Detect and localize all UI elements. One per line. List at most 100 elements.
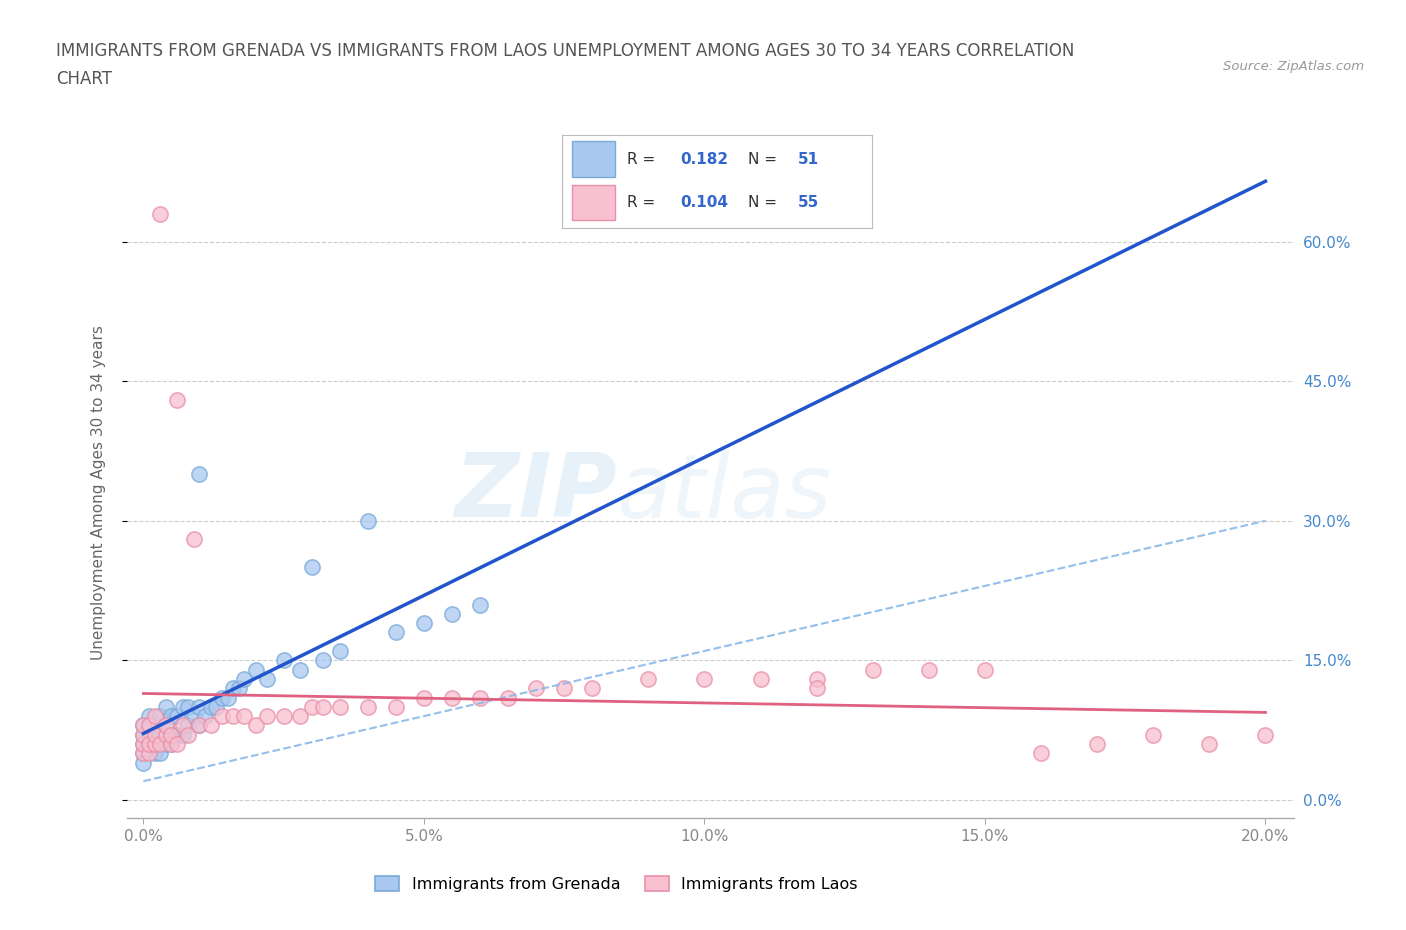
Point bbox=[160, 709, 183, 724]
Point bbox=[132, 746, 155, 761]
Point bbox=[155, 737, 177, 751]
Point bbox=[496, 690, 519, 705]
Point bbox=[217, 690, 239, 705]
Point bbox=[138, 746, 160, 761]
Point bbox=[412, 616, 434, 631]
Point bbox=[245, 662, 267, 677]
Point bbox=[693, 671, 716, 686]
Point bbox=[149, 709, 172, 724]
Point bbox=[329, 644, 352, 658]
Point bbox=[974, 662, 997, 677]
Point bbox=[138, 718, 160, 733]
Point bbox=[468, 597, 491, 612]
Point bbox=[132, 737, 155, 751]
Point bbox=[183, 532, 205, 547]
Point bbox=[149, 737, 172, 751]
Point bbox=[273, 653, 295, 668]
Point bbox=[177, 727, 200, 742]
Point bbox=[160, 727, 183, 742]
Point bbox=[329, 699, 352, 714]
Point bbox=[138, 737, 160, 751]
Point bbox=[1198, 737, 1220, 751]
Point bbox=[160, 727, 183, 742]
Y-axis label: Unemployment Among Ages 30 to 34 years: Unemployment Among Ages 30 to 34 years bbox=[91, 326, 105, 660]
Point bbox=[177, 699, 200, 714]
Point bbox=[245, 718, 267, 733]
Point bbox=[166, 737, 188, 751]
Point bbox=[357, 513, 380, 528]
Point bbox=[143, 746, 166, 761]
Point bbox=[132, 718, 155, 733]
Point bbox=[155, 718, 177, 733]
Point bbox=[155, 718, 177, 733]
Point bbox=[256, 671, 278, 686]
Point bbox=[581, 681, 603, 696]
Point bbox=[143, 737, 166, 751]
Point bbox=[200, 699, 222, 714]
Point bbox=[290, 662, 312, 677]
Text: 55: 55 bbox=[797, 195, 818, 210]
Text: Source: ZipAtlas.com: Source: ZipAtlas.com bbox=[1223, 60, 1364, 73]
Point bbox=[806, 681, 828, 696]
Point bbox=[138, 709, 160, 724]
Point bbox=[312, 699, 335, 714]
Text: atlas: atlas bbox=[617, 450, 831, 536]
Point bbox=[256, 709, 278, 724]
Point bbox=[440, 690, 463, 705]
Point bbox=[918, 662, 941, 677]
Point bbox=[749, 671, 772, 686]
Bar bbox=[572, 141, 614, 177]
Point bbox=[440, 606, 463, 621]
Point bbox=[166, 709, 188, 724]
Point bbox=[188, 718, 211, 733]
Point bbox=[149, 746, 172, 761]
Point bbox=[155, 699, 177, 714]
Point bbox=[524, 681, 547, 696]
Point bbox=[172, 727, 194, 742]
Point bbox=[357, 699, 380, 714]
Point bbox=[188, 467, 211, 482]
Point bbox=[553, 681, 575, 696]
Point bbox=[637, 671, 659, 686]
Point bbox=[290, 709, 312, 724]
Point bbox=[211, 709, 233, 724]
Point bbox=[222, 709, 245, 724]
Point bbox=[222, 681, 245, 696]
Point bbox=[138, 737, 160, 751]
Text: N =: N = bbox=[748, 152, 778, 166]
Point bbox=[385, 625, 408, 640]
Point bbox=[132, 718, 155, 733]
Point bbox=[143, 718, 166, 733]
Text: R =: R = bbox=[627, 195, 655, 210]
Text: IMMIGRANTS FROM GRENADA VS IMMIGRANTS FROM LAOS UNEMPLOYMENT AMONG AGES 30 TO 34: IMMIGRANTS FROM GRENADA VS IMMIGRANTS FR… bbox=[56, 42, 1074, 60]
Point bbox=[862, 662, 884, 677]
Point bbox=[211, 690, 233, 705]
Text: R =: R = bbox=[627, 152, 655, 166]
Text: 0.182: 0.182 bbox=[681, 152, 728, 166]
Point bbox=[149, 206, 172, 221]
Point bbox=[155, 727, 177, 742]
Point bbox=[468, 690, 491, 705]
Point bbox=[172, 699, 194, 714]
Point bbox=[1254, 727, 1277, 742]
Point bbox=[166, 392, 188, 407]
Point bbox=[806, 671, 828, 686]
Point bbox=[160, 737, 183, 751]
Point bbox=[1142, 727, 1164, 742]
Point bbox=[149, 727, 172, 742]
Point bbox=[312, 653, 335, 668]
Point bbox=[172, 718, 194, 733]
Point bbox=[205, 699, 228, 714]
Point bbox=[412, 690, 434, 705]
Point bbox=[132, 737, 155, 751]
Point bbox=[228, 681, 250, 696]
Point bbox=[188, 699, 211, 714]
Point bbox=[1029, 746, 1052, 761]
Point bbox=[143, 709, 166, 724]
Point bbox=[132, 746, 155, 761]
Point bbox=[301, 560, 323, 575]
Text: 0.104: 0.104 bbox=[681, 195, 728, 210]
Point bbox=[183, 709, 205, 724]
Point bbox=[138, 718, 160, 733]
Bar bbox=[572, 185, 614, 220]
